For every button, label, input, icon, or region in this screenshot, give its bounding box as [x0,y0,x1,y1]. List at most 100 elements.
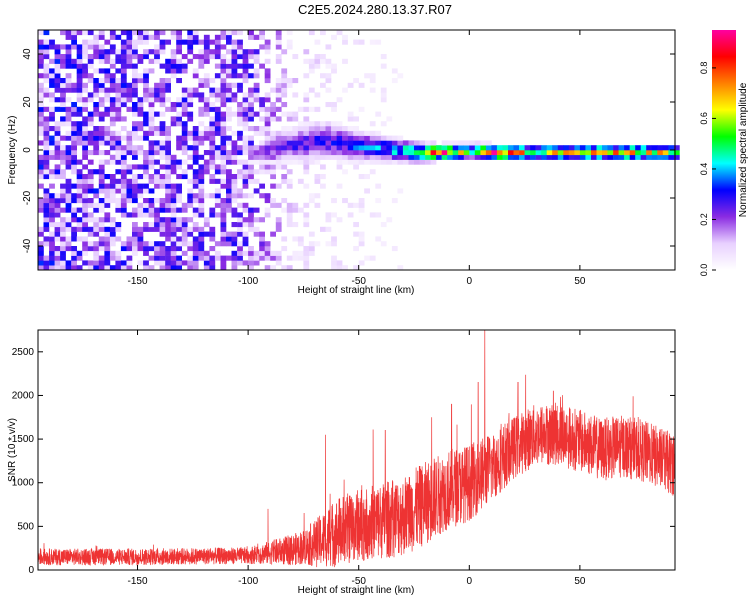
heatmap-cell [303,183,310,189]
heatmap-cell [154,250,160,256]
heatmap-cell [292,202,299,208]
heatmap-cell [325,226,332,232]
heatmap-cell [248,92,254,98]
heatmap-cell [668,145,675,151]
heatmap-cell [159,145,166,151]
heatmap-cell [325,212,332,218]
heatmap-cell [98,78,105,84]
heatmap-cell [109,106,116,112]
heatmap-cell [198,174,205,180]
heatmap-cell [325,241,332,247]
heatmap-cell [170,265,177,271]
heatmap-cell [71,135,77,141]
heatmap-cell [364,130,370,136]
heatmap-cell [519,150,525,156]
heatmap-cell [297,145,304,151]
heatmap-cell [535,150,542,156]
heatmap-cell [38,102,44,108]
heatmap-cell [485,140,492,146]
heatmap-cell [54,255,61,261]
heatmap-cell [143,207,149,213]
heatmap-cell [402,159,409,165]
heatmap-cell [104,106,111,112]
heatmap-cell [209,255,216,261]
heatmap-cell [170,116,177,122]
heatmap-cell [98,68,105,74]
heatmap-cell [165,78,171,84]
heatmap-cell [126,34,133,40]
heatmap-cell [242,169,249,175]
heatmap-cell [264,154,271,160]
heatmap-cell [314,54,321,60]
heatmap-cell [314,135,321,141]
heatmap-cell [76,193,83,199]
heatmap-cell [71,183,77,189]
heatmap-cell [170,241,177,247]
heatmap-cell [192,183,199,189]
heatmap-cell [369,87,376,93]
heatmap-cell [159,222,166,228]
heatmap-cell [342,154,348,160]
heatmap-cell [325,140,332,146]
heatmap-cell [43,30,50,36]
heatmap-cell [275,34,282,40]
heatmap-x-axis-label: Height of straight line (km) [298,285,415,296]
heatmap-cell [242,49,249,55]
heatmap-cell [82,154,88,160]
heatmap-cell [143,159,149,165]
heatmap-cell [71,58,77,64]
heatmap-cell [60,241,66,247]
heatmap-cell [192,174,199,180]
heatmap-cell [192,154,199,160]
heatmap-cell [132,222,138,228]
heatmap-cell [109,34,116,40]
heatmap-cell [82,236,88,242]
heatmap-cell [203,265,210,271]
heatmap-cell [198,212,205,218]
heatmap-cell [303,265,310,271]
heatmap-cell [154,140,160,146]
heatmap-cell [82,126,88,132]
heatmap-cell [165,145,171,151]
heatmap-cell [380,121,387,127]
heatmap-cell [137,193,144,199]
heatmap-cell [49,250,55,256]
heatmap-cell [104,68,111,74]
heatmap-cell [485,154,492,160]
heatmap-cell [109,58,116,64]
heatmap-cell [71,164,77,170]
heatmap-cell [203,150,210,156]
heatmap-cell [192,255,199,261]
heatmap-cell [132,135,138,141]
heatmap-cell [347,150,354,156]
heatmap-cell [43,255,50,261]
heatmap-cell [286,159,293,165]
heatmap-cell [408,159,415,165]
heatmap-cell [331,145,337,151]
heatmap-cell [187,34,194,40]
heatmap-cell [325,44,332,50]
heatmap-cell [126,140,133,146]
heatmap-cell [115,102,122,108]
heatmap-cell [331,236,337,242]
heatmap-cell [54,164,61,170]
heatmap-cell [364,188,370,194]
heatmap-cell [541,150,547,156]
heatmap-cell [154,145,160,151]
heatmap-cell [541,154,547,160]
heatmap-cell [209,212,216,218]
heatmap-cell [557,145,564,151]
heatmap-cell [93,39,100,45]
heatmap-cell [71,246,77,252]
heatmap-cell [49,126,55,132]
heatmap-cell [54,126,61,132]
heatmap-cell [176,116,182,122]
heatmap-cell [60,154,66,160]
heatmap-cell [187,241,194,247]
heatmap-cell [496,150,503,156]
heatmap-cell [98,217,105,223]
heatmap-cell [281,82,288,88]
heatmap-cell [242,207,249,213]
heatmap-cell [270,150,276,156]
